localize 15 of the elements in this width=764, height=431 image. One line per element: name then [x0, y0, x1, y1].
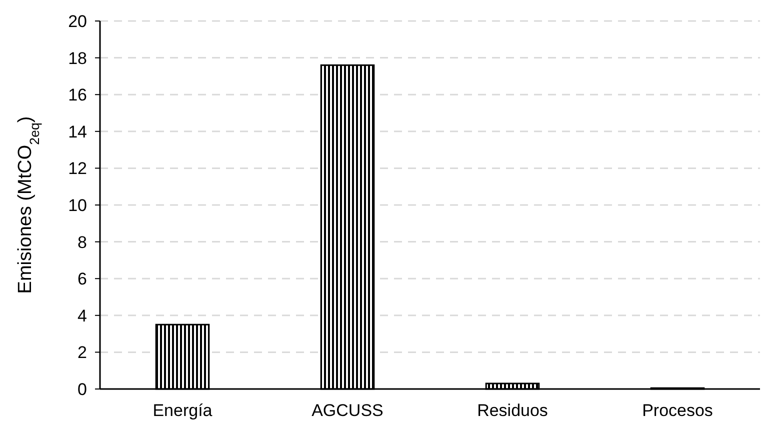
y-tick-label: 4: [78, 306, 87, 326]
y-tick-label: 16: [68, 86, 87, 105]
y-tick-label: 18: [68, 48, 87, 68]
y-tick-label: 6: [78, 270, 87, 289]
y-tick-label: 2: [78, 343, 87, 362]
y-tick-label: 20: [68, 12, 87, 31]
y-tick-label: 10: [68, 196, 87, 215]
y-tick-label: 0: [78, 380, 87, 399]
y-tick-label: 14: [68, 122, 87, 142]
x-tick-label: Residuos: [477, 401, 548, 420]
y-tick-label: 12: [68, 159, 87, 178]
x-tick-label: AGCUSS: [312, 401, 384, 420]
x-tick-label: Procesos: [642, 401, 713, 420]
x-tick-label: Energía: [152, 401, 213, 420]
y-tick-label: 8: [78, 232, 87, 252]
